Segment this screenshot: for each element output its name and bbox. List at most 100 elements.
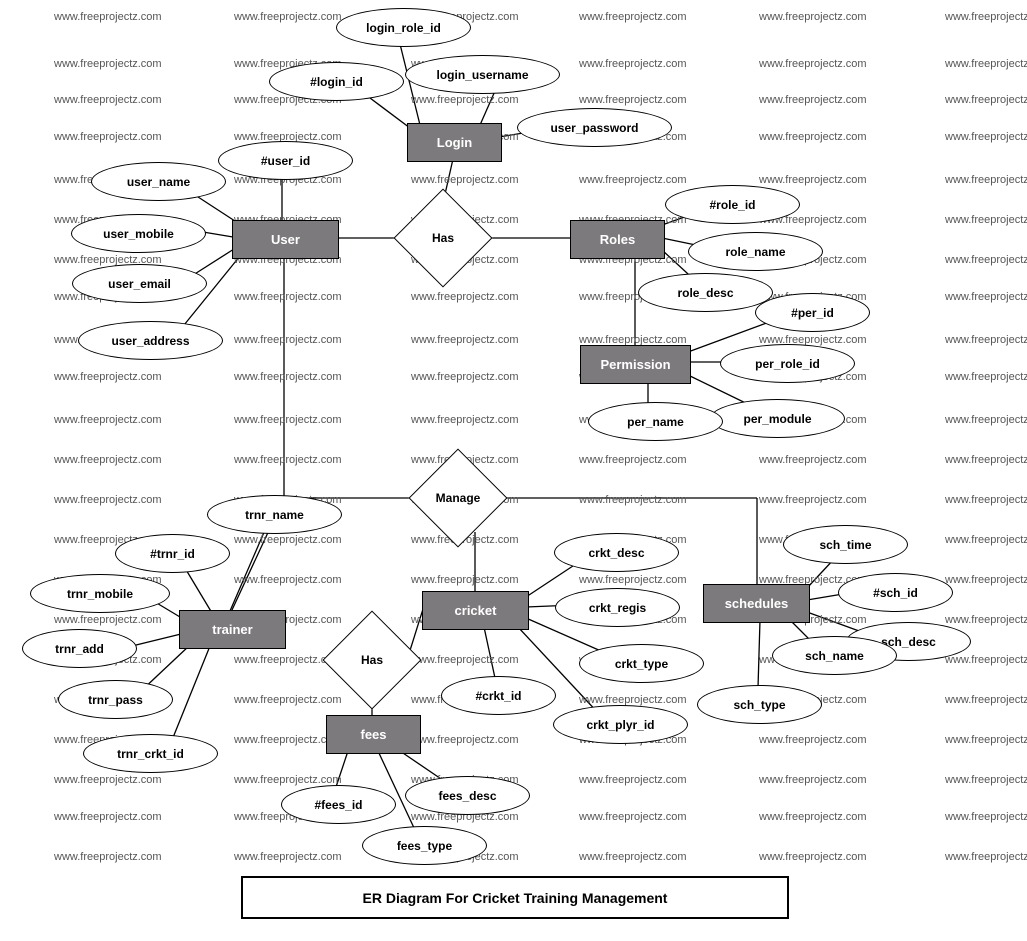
- entity-login: Login: [407, 123, 502, 162]
- attribute-sch-id: #sch_id: [838, 573, 953, 612]
- attribute-user-password: user_password: [517, 108, 672, 147]
- watermark-text: www.freeprojectz.com: [945, 851, 1027, 863]
- relationship-manage: Manage: [423, 463, 493, 533]
- edge: [480, 91, 495, 125]
- watermark-text: www.freeprojectz.com: [234, 694, 342, 706]
- watermark-text: www.freeprojectz.com: [945, 774, 1027, 786]
- attribute-sch-time: sch_time: [783, 525, 908, 564]
- watermark-text: www.freeprojectz.com: [411, 414, 519, 426]
- attribute-fees-id: #fees_id: [281, 785, 396, 824]
- attribute-user-email: user_email: [72, 264, 207, 303]
- watermark-text: www.freeprojectz.com: [945, 734, 1027, 746]
- watermark-text: www.freeprojectz.com: [411, 291, 519, 303]
- entity-schedules: schedules: [703, 584, 810, 623]
- watermark-text: www.freeprojectz.com: [945, 534, 1027, 546]
- watermark-text: www.freeprojectz.com: [945, 58, 1027, 70]
- watermark-text: www.freeprojectz.com: [411, 94, 519, 106]
- relationship-label: Manage: [423, 463, 493, 533]
- attribute-crkt-desc: crkt_desc: [554, 533, 679, 572]
- watermark-text: www.freeprojectz.com: [945, 454, 1027, 466]
- attribute-crkt-plyr-id: crkt_plyr_id: [553, 705, 688, 744]
- watermark-text: www.freeprojectz.com: [945, 654, 1027, 666]
- watermark-text: www.freeprojectz.com: [54, 454, 162, 466]
- watermark-text: www.freeprojectz.com: [54, 11, 162, 23]
- watermark-text: www.freeprojectz.com: [945, 174, 1027, 186]
- watermark-text: www.freeprojectz.com: [759, 94, 867, 106]
- watermark-text: www.freeprojectz.com: [411, 654, 519, 666]
- watermark-text: www.freeprojectz.com: [54, 371, 162, 383]
- edge: [758, 620, 760, 688]
- watermark-text: www.freeprojectz.com: [759, 494, 867, 506]
- watermark-text: www.freeprojectz.com: [945, 494, 1027, 506]
- watermark-text: www.freeprojectz.com: [759, 454, 867, 466]
- edge: [170, 646, 210, 745]
- relationship-has1: Has: [408, 203, 478, 273]
- watermark-text: www.freeprojectz.com: [759, 174, 867, 186]
- attribute-trnr-crkt-id: trnr_crkt_id: [83, 734, 218, 773]
- watermark-text: www.freeprojectz.com: [945, 214, 1027, 226]
- watermark-text: www.freeprojectz.com: [579, 58, 687, 70]
- watermark-text: www.freeprojectz.com: [411, 734, 519, 746]
- watermark-text: www.freeprojectz.com: [54, 131, 162, 143]
- watermark-text: www.freeprojectz.com: [411, 174, 519, 186]
- watermark-text: www.freeprojectz.com: [234, 11, 342, 23]
- attribute-role-desc: role_desc: [638, 273, 773, 312]
- watermark-text: www.freeprojectz.com: [945, 811, 1027, 823]
- attribute-trnr-pass: trnr_pass: [58, 680, 173, 719]
- watermark-text: www.freeprojectz.com: [234, 414, 342, 426]
- watermark-text: www.freeprojectz.com: [945, 334, 1027, 346]
- entity-permission: Permission: [580, 345, 691, 384]
- attribute-trnr-mobile: trnr_mobile: [30, 574, 170, 613]
- watermark-text: www.freeprojectz.com: [54, 414, 162, 426]
- watermark-text: www.freeprojectz.com: [54, 811, 162, 823]
- watermark-text: www.freeprojectz.com: [54, 494, 162, 506]
- watermark-text: www.freeprojectz.com: [945, 291, 1027, 303]
- attribute-user-address: user_address: [78, 321, 223, 360]
- attribute-trnr-id: #trnr_id: [115, 534, 230, 573]
- attribute-role-id: #role_id: [665, 185, 800, 224]
- watermark-text: www.freeprojectz.com: [234, 291, 342, 303]
- entity-fees: fees: [326, 715, 421, 754]
- watermark-text: www.freeprojectz.com: [579, 454, 687, 466]
- watermark-text: www.freeprojectz.com: [579, 574, 687, 586]
- watermark-text: www.freeprojectz.com: [945, 94, 1027, 106]
- watermark-text: www.freeprojectz.com: [759, 774, 867, 786]
- entity-trainer: trainer: [179, 610, 286, 649]
- watermark-text: www.freeprojectz.com: [234, 454, 342, 466]
- watermark-text: www.freeprojectz.com: [945, 131, 1027, 143]
- watermark-text: www.freeprojectz.com: [54, 94, 162, 106]
- attribute-per-module: per_module: [710, 399, 845, 438]
- watermark-text: www.freeprojectz.com: [579, 174, 687, 186]
- attribute-crkt-regis: crkt_regis: [555, 588, 680, 627]
- watermark-text: www.freeprojectz.com: [759, 734, 867, 746]
- edge: [195, 195, 238, 223]
- watermark-text: www.freeprojectz.com: [411, 371, 519, 383]
- watermark-text: www.freeprojectz.com: [234, 371, 342, 383]
- edge: [185, 568, 212, 613]
- watermark-text: www.freeprojectz.com: [945, 574, 1027, 586]
- watermark-text: www.freeprojectz.com: [945, 11, 1027, 23]
- watermark-text: www.freeprojectz.com: [579, 94, 687, 106]
- watermark-text: www.freeprojectz.com: [759, 811, 867, 823]
- attribute-per-name: per_name: [588, 402, 723, 441]
- watermark-text: www.freeprojectz.com: [234, 334, 342, 346]
- watermark-text: www.freeprojectz.com: [579, 11, 687, 23]
- watermark-text: www.freeprojectz.com: [759, 131, 867, 143]
- attribute-trnr-add: trnr_add: [22, 629, 137, 668]
- watermark-text: www.freeprojectz.com: [579, 811, 687, 823]
- attribute-role-name: role_name: [688, 232, 823, 271]
- watermark-text: www.freeprojectz.com: [54, 58, 162, 70]
- relationship-label: Has: [337, 625, 407, 695]
- diagram-title: ER Diagram For Cricket Training Manageme…: [363, 890, 668, 906]
- watermark-text: www.freeprojectz.com: [945, 414, 1027, 426]
- edge: [370, 98, 410, 128]
- watermark-text: www.freeprojectz.com: [234, 534, 342, 546]
- watermark-text: www.freeprojectz.com: [54, 851, 162, 863]
- attribute-fees-desc: fees_desc: [405, 776, 530, 815]
- watermark-text: www.freeprojectz.com: [579, 494, 687, 506]
- attribute-per-role-id: per_role_id: [720, 344, 855, 383]
- attribute-login-username: login_username: [405, 55, 560, 94]
- attribute-user-id: #user_id: [218, 141, 353, 180]
- edge: [203, 232, 233, 237]
- watermark-text: www.freeprojectz.com: [579, 694, 687, 706]
